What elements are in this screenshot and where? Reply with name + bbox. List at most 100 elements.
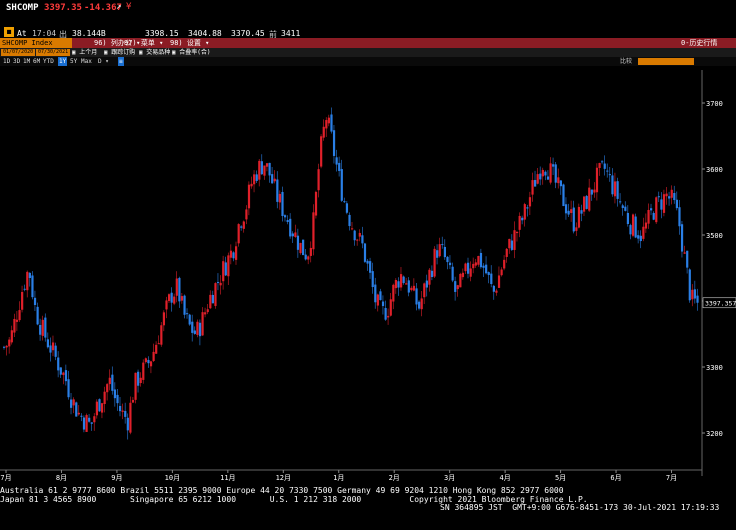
candle-body bbox=[619, 201, 622, 203]
option-instrument[interactable]: ▣ 交易品种 bbox=[139, 49, 171, 56]
prev-close-value: 3411 bbox=[281, 29, 301, 38]
candle-body bbox=[531, 180, 534, 195]
candle-body bbox=[173, 296, 176, 304]
candle-body bbox=[144, 358, 147, 363]
candle-body bbox=[330, 114, 333, 132]
candle-body bbox=[423, 283, 426, 298]
ticker-symbol[interactable]: SHCOMP bbox=[6, 3, 39, 13]
footer-contacts-1: Australia 61 2 9777 8600 Brazil 5511 239… bbox=[0, 486, 564, 495]
menu-actions[interactable]: 96) 列办公 ▾ bbox=[94, 39, 141, 47]
timeframe-1d[interactable]: 1D bbox=[3, 58, 11, 65]
candle-body bbox=[276, 179, 279, 202]
candle-body bbox=[142, 362, 145, 380]
candle-body bbox=[379, 291, 382, 301]
option-last-month[interactable]: ▣ 上个月 bbox=[72, 49, 98, 56]
candle-body bbox=[307, 256, 310, 260]
candle-body bbox=[601, 161, 604, 163]
candle-body bbox=[299, 242, 302, 254]
candle-body bbox=[407, 280, 410, 293]
history-label: 0-历史行情 bbox=[681, 39, 718, 47]
candle-body bbox=[335, 157, 338, 165]
candle-body bbox=[167, 294, 171, 302]
candle-body bbox=[515, 231, 519, 234]
candle-body bbox=[616, 181, 619, 199]
x-tick-label: 2月 bbox=[389, 474, 400, 482]
candle-body bbox=[456, 285, 459, 290]
timeframe-1y[interactable]: 1Y bbox=[58, 57, 68, 66]
menu-settings[interactable]: 98) 设置 ▾ bbox=[170, 39, 210, 47]
end-date-field[interactable]: 07/30/2021 bbox=[36, 49, 71, 56]
candle-body bbox=[472, 263, 475, 269]
candle-body bbox=[448, 262, 452, 266]
candle-body bbox=[191, 321, 194, 333]
candle-body bbox=[296, 235, 300, 250]
option-overlay[interactable]: ▣ 合叠率(合) bbox=[172, 49, 211, 56]
candle-body bbox=[510, 240, 514, 250]
prev-label: 前 bbox=[269, 30, 277, 39]
candle-body bbox=[304, 254, 307, 260]
candle-body bbox=[374, 284, 377, 303]
candle-body bbox=[376, 294, 379, 306]
candle-body bbox=[222, 261, 225, 282]
candle-body bbox=[180, 296, 184, 301]
candle-body bbox=[227, 255, 230, 277]
timeframe-max[interactable]: Max bbox=[81, 58, 92, 65]
candle-body bbox=[485, 264, 488, 274]
candle-body bbox=[631, 214, 635, 236]
timeframe-6m[interactable]: 6M bbox=[33, 58, 41, 65]
chart-style-icon[interactable]: ≡ bbox=[118, 57, 124, 66]
candle-body bbox=[273, 178, 276, 182]
candle-body bbox=[353, 230, 356, 241]
candle-body bbox=[209, 294, 212, 309]
candle-body bbox=[634, 216, 637, 238]
timeframe-3d[interactable]: 3D bbox=[13, 58, 21, 65]
candle-body bbox=[98, 399, 101, 412]
candle-body bbox=[26, 271, 29, 291]
candle-body bbox=[446, 256, 449, 263]
candle-body bbox=[469, 268, 472, 277]
candle-body bbox=[116, 394, 119, 404]
timeframe-5y[interactable]: 5Y bbox=[70, 58, 78, 65]
candle-body bbox=[325, 120, 328, 129]
candle-body bbox=[64, 370, 68, 382]
candle-body bbox=[477, 255, 480, 265]
candle-body bbox=[216, 281, 220, 283]
candle-body bbox=[508, 238, 511, 249]
candle-body bbox=[28, 272, 31, 279]
currency-icon: ¥ bbox=[126, 2, 132, 12]
security-field[interactable]: SHCOMP Index bbox=[0, 38, 72, 48]
candle-body bbox=[433, 248, 436, 277]
menu-main[interactable]: 97) 菜单 ▾ bbox=[124, 39, 164, 47]
x-tick-label: 10月 bbox=[165, 474, 180, 482]
candle-body bbox=[673, 192, 676, 201]
candle-body bbox=[356, 239, 359, 241]
candle-body bbox=[637, 235, 640, 239]
compare-field[interactable] bbox=[638, 58, 694, 65]
candle-body bbox=[513, 230, 516, 250]
candle-body bbox=[289, 218, 292, 237]
candle-body bbox=[39, 324, 42, 335]
candle-body bbox=[283, 215, 287, 218]
candle-body bbox=[562, 184, 565, 207]
option-tracking[interactable]: ▣ 跟踪订购 bbox=[104, 49, 136, 56]
candle-body bbox=[113, 389, 117, 399]
candle-body bbox=[10, 330, 13, 343]
candle-body bbox=[88, 417, 91, 422]
candle-body bbox=[317, 169, 320, 191]
candle-body bbox=[487, 272, 490, 276]
candle-body bbox=[603, 163, 606, 169]
candle-body bbox=[340, 169, 343, 201]
timeframe-ytd[interactable]: YTD bbox=[43, 58, 54, 65]
open-value: 3398.15 bbox=[145, 29, 179, 38]
candle-body bbox=[686, 250, 689, 268]
candle-body bbox=[108, 377, 111, 385]
candle-body bbox=[451, 266, 454, 281]
candle-body bbox=[381, 301, 385, 307]
x-tick-label: 3月 bbox=[444, 474, 455, 482]
timeframe-1m[interactable]: 1M bbox=[23, 58, 31, 65]
candle-body bbox=[665, 193, 668, 197]
start-date-field[interactable]: 01/07/2020 bbox=[1, 49, 36, 56]
period-dropdown[interactable]: D ▾ bbox=[98, 58, 109, 65]
price-chart[interactable]: 3200330034003500360037003397.357 7月8月9月1… bbox=[0, 66, 736, 482]
candle-body bbox=[387, 315, 390, 318]
